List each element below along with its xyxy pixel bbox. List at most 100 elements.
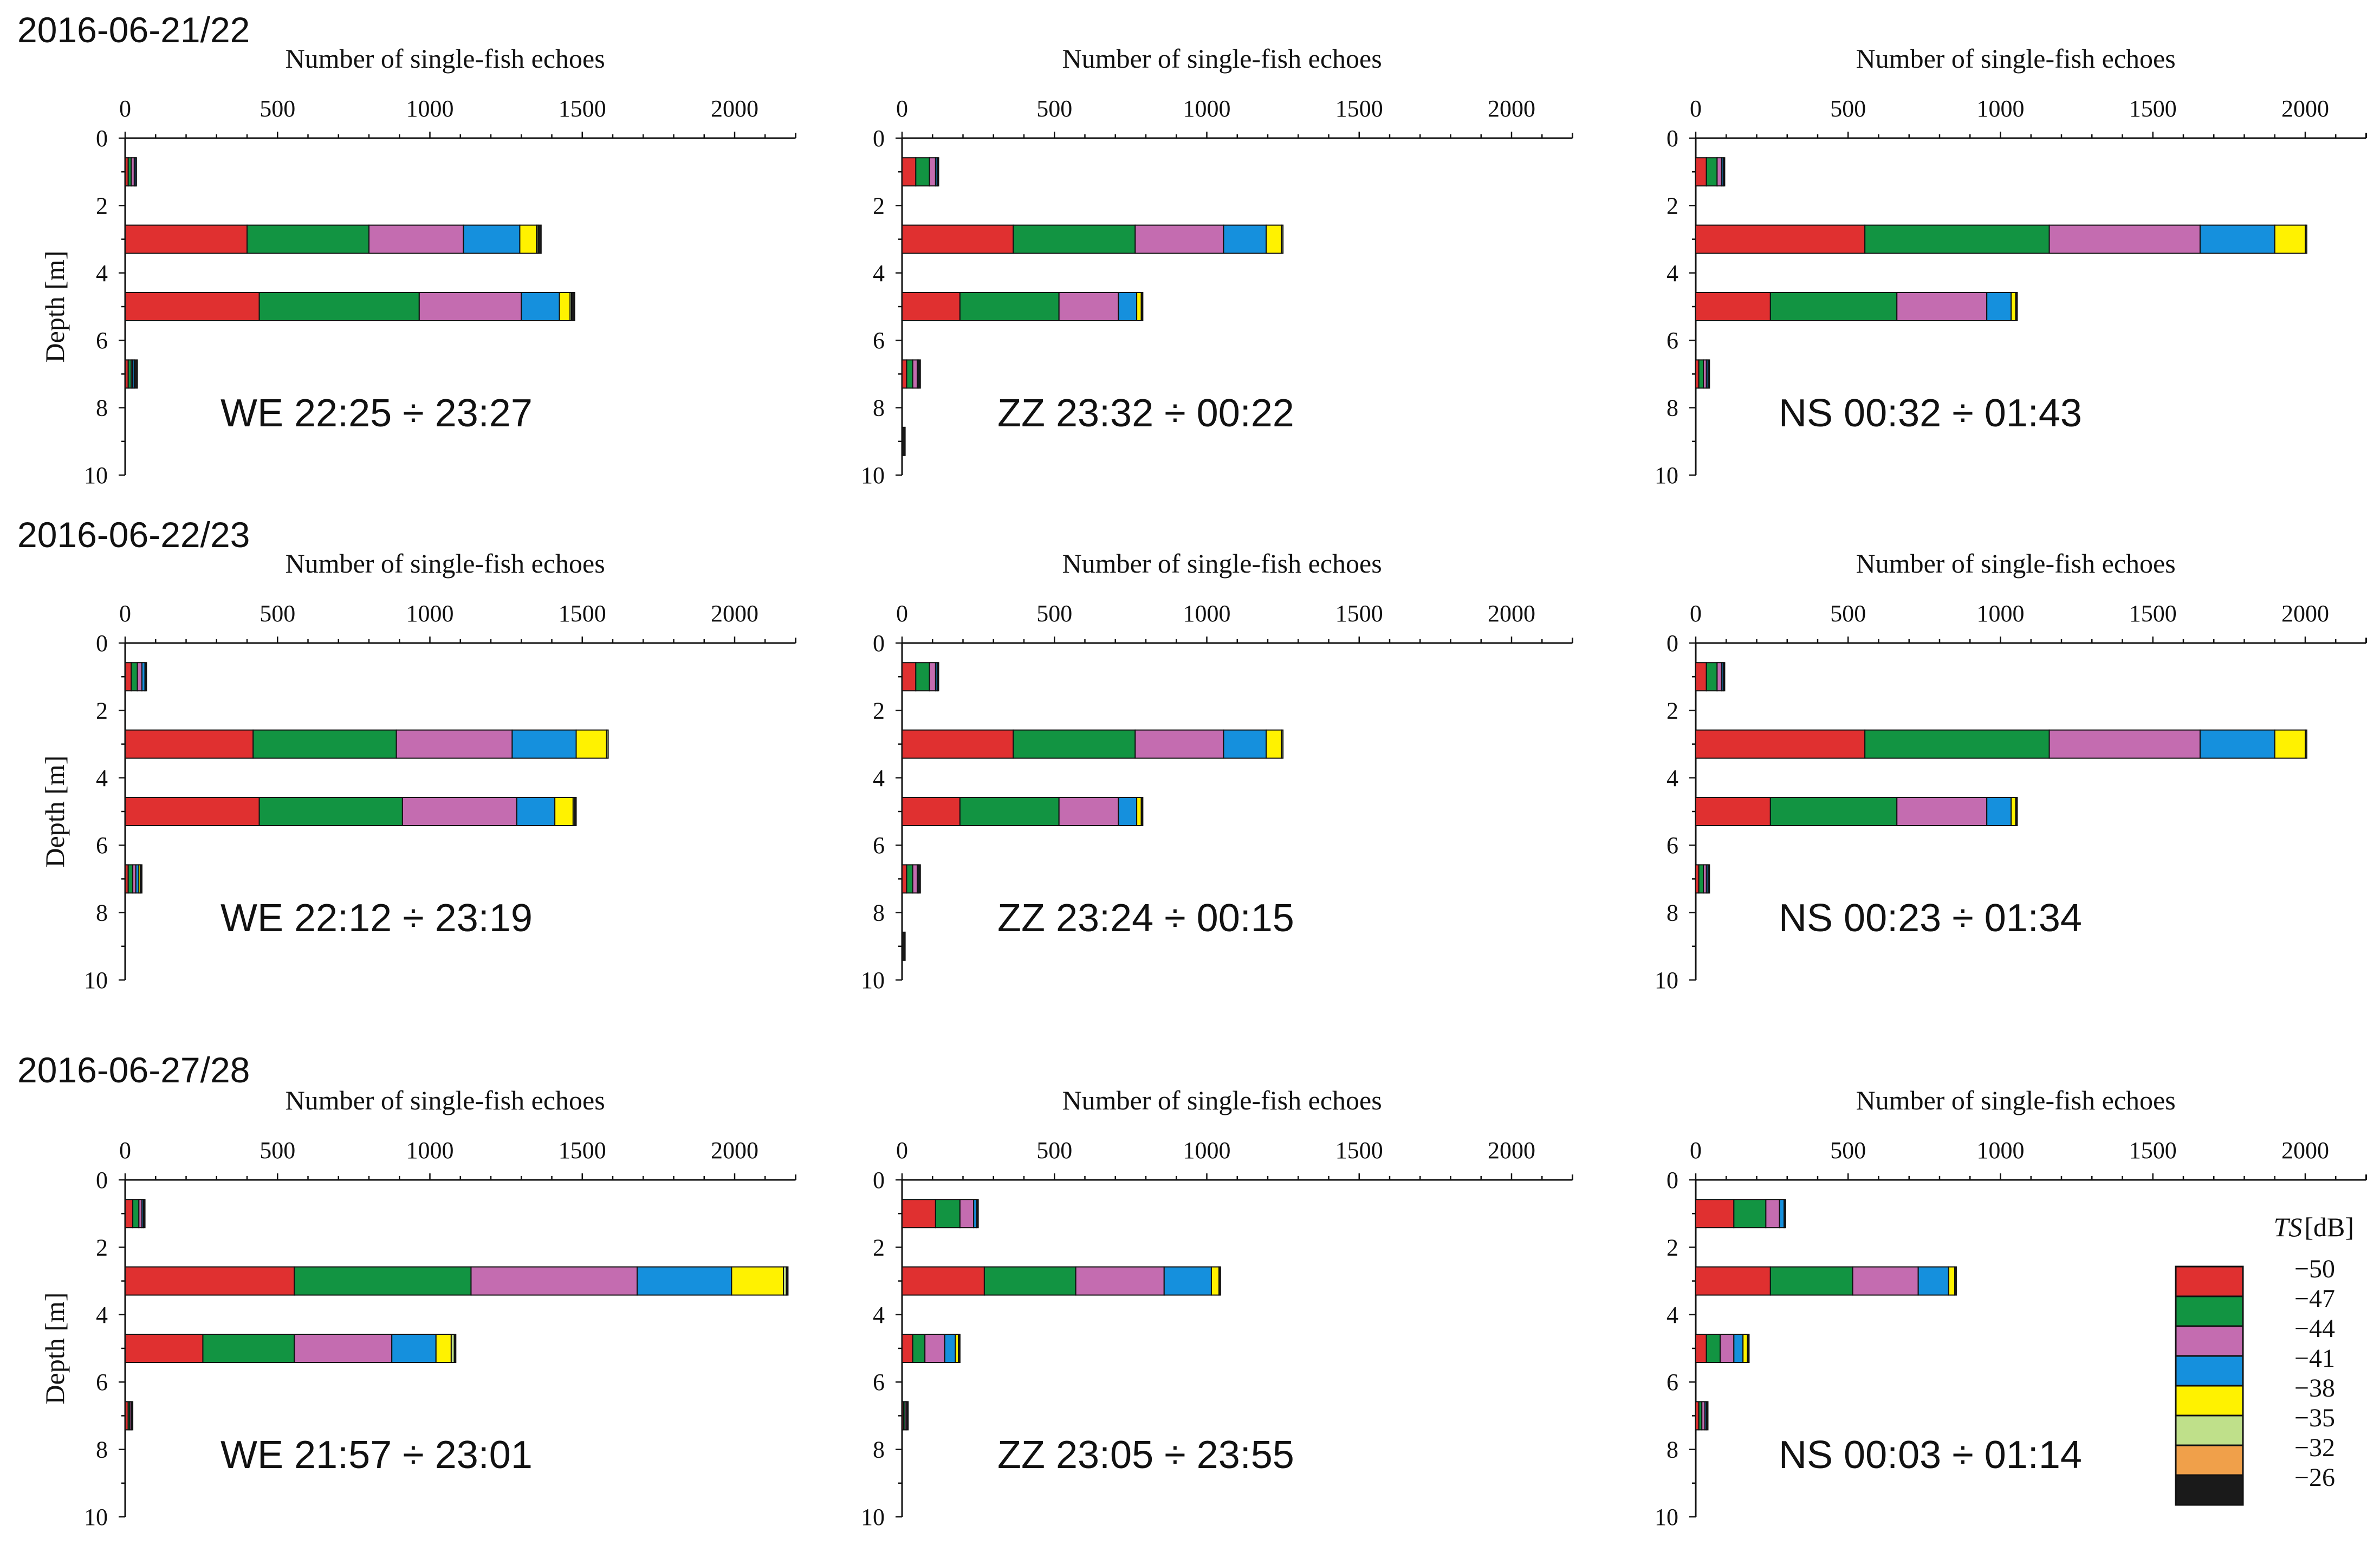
- bar-segment-depth3-ts6: [1281, 729, 1284, 759]
- bar-segment-depth3-ts4: [1223, 729, 1267, 759]
- y-tick-label: 8: [1666, 900, 1678, 926]
- legend-title-variable: TS: [2274, 1212, 2303, 1242]
- bar-segment-depth3-ts5: [731, 1266, 784, 1296]
- bar-segment-depth5-ts4: [391, 1334, 437, 1363]
- bar-segment-depth5-ts4: [1733, 1334, 1744, 1363]
- panel-time-label: ZZ 23:05 ÷ 23:55: [997, 1433, 1294, 1477]
- bar-segment-depth5-ts5: [2011, 797, 2016, 826]
- bar-segment-depth5-ts2: [258, 797, 403, 826]
- x-tick-label: 2000: [711, 95, 758, 122]
- y-tick-label: 4: [96, 260, 108, 287]
- bar-segment-depth5-ts4: [944, 1334, 956, 1363]
- x-tick-label: 0: [119, 600, 131, 627]
- x-tick-label: 1000: [1977, 1137, 2025, 1164]
- panel-r1-c3: Number of single-fish echoes 0 500 1000 1500…: [1655, 43, 2367, 489]
- bar-segment-depth7-ts2: [906, 864, 913, 894]
- row-title: 2016-06-22/23: [17, 515, 250, 555]
- y-tick-label: 8: [873, 900, 885, 926]
- panel-time-label: ZZ 23:32 ÷ 00:22: [997, 392, 1294, 435]
- y-tick-label: 8: [96, 395, 108, 421]
- y-tick-label: 0: [873, 1167, 885, 1193]
- bar-segment-depth3-ts1: [1695, 1266, 1771, 1296]
- bar-segment-depth5-ts3: [401, 797, 517, 826]
- bar-segment-depth1-ts3: [1716, 157, 1722, 187]
- y-tick-label: 0: [1666, 125, 1678, 152]
- bar-segment-depth1-ts3: [1765, 1199, 1780, 1229]
- x-axis-title: Number of single-fish echoes: [1062, 548, 1382, 579]
- y-tick-label: 8: [1666, 395, 1678, 421]
- x-tick-label: 1000: [1183, 600, 1231, 627]
- bar-segment-depth7-ts1: [902, 359, 907, 389]
- bar-segment-depth3-ts2: [1769, 1266, 1853, 1296]
- bar-segment-depth5-ts3: [294, 1334, 393, 1363]
- legend-label: −41: [2294, 1344, 2335, 1373]
- bar-segment-depth1-ts2: [1705, 662, 1718, 692]
- y-tick-label: 8: [96, 1437, 108, 1463]
- bar-segment-depth1-ts2: [131, 662, 138, 692]
- panel-time-label: NS 00:23 ÷ 01:34: [1779, 897, 2082, 940]
- bar-segment-depth7-ts8: [918, 864, 921, 894]
- legend: TS[dB] −50−47−44−41−38−35−32−26: [2175, 1212, 2354, 1506]
- panel-time-label: WE 22:12 ÷ 23:19: [221, 897, 533, 940]
- x-tick-label: 2000: [1488, 95, 1535, 122]
- y-tick-label: 4: [1666, 765, 1678, 791]
- x-tick-label: 1500: [2129, 95, 2177, 122]
- bar-segment-depth3-ts3: [1134, 224, 1224, 254]
- y-tick-label: 10: [1655, 967, 1678, 994]
- bar-segment-depth1-ts8: [976, 1199, 979, 1229]
- bar-segment-depth7-ts8: [906, 1401, 909, 1431]
- x-tick-label: 1500: [2129, 1137, 2177, 1164]
- y-tick-label: 0: [96, 630, 108, 657]
- bar-segment-depth5-ts1: [902, 797, 961, 826]
- y-tick-label: 2: [873, 192, 885, 219]
- bar-segment-depth1-ts3: [959, 1199, 975, 1229]
- bar-segment-depth5-ts5: [2011, 292, 2016, 321]
- y-tick-label: 2: [873, 1234, 885, 1261]
- legend-swatch: [2175, 1295, 2244, 1327]
- legend-swatch: [2175, 1474, 2244, 1506]
- x-tick-label: 500: [260, 95, 295, 122]
- x-tick-label: 1500: [1335, 600, 1383, 627]
- y-tick-label: 8: [873, 395, 885, 421]
- bar-segment-depth7-ts8: [1705, 1401, 1709, 1431]
- legend-label: −44: [2294, 1314, 2335, 1343]
- bar-segment-depth3-ts5: [2274, 729, 2306, 759]
- bar-segment-depth3-ts6: [1281, 224, 1284, 254]
- y-tick-label: 0: [1666, 630, 1678, 657]
- bar-segment-depth1-ts1: [125, 662, 132, 692]
- bar-segment-depth3-ts6: [606, 729, 609, 759]
- x-tick-label: 1000: [1183, 95, 1231, 122]
- bar-segment-depth7-ts2: [906, 359, 913, 389]
- legend-label: −38: [2294, 1374, 2335, 1403]
- bar-segment-depth3-ts5: [1210, 1266, 1220, 1296]
- x-tick-label: 1000: [1183, 1137, 1231, 1164]
- y-tick-label: 10: [861, 967, 885, 994]
- bar-segment-depth1-ts3: [137, 662, 142, 692]
- x-axis-title: Number of single-fish echoes: [1856, 548, 2176, 579]
- bar-segment-depth1-ts3: [929, 157, 936, 187]
- bar-segment-depth5-ts3: [1058, 292, 1119, 321]
- panel-r2-c3: Number of single-fish echoes 0 500 1000 1500…: [1655, 548, 2367, 994]
- y-axis-title: Depth [m]: [40, 756, 70, 868]
- bar-segment-depth3-ts2: [1013, 729, 1136, 759]
- bar-segment-depth3-ts8: [1218, 1266, 1221, 1296]
- bar-segment-depth3-ts3: [1134, 729, 1224, 759]
- y-tick-label: 10: [84, 462, 108, 489]
- bar-segment-depth3-ts8: [1954, 1266, 1957, 1296]
- bar-segment-depth5-ts4: [1118, 797, 1138, 826]
- bar-segment-depth5-ts5: [435, 1334, 452, 1363]
- bar-segment-depth3-ts4: [1917, 1266, 1949, 1296]
- bar-segment-depth3-ts3: [2048, 224, 2201, 254]
- bar-segment-depth3-ts1: [1695, 729, 1866, 759]
- bar-segment-depth5-ts8: [2015, 292, 2018, 321]
- bar-segment-depth1-ts2: [915, 662, 930, 692]
- x-tick-label: 2000: [1488, 1137, 1535, 1164]
- x-tick-label: 1500: [1335, 1137, 1383, 1164]
- x-axis-title: Number of single-fish echoes: [1856, 1085, 2176, 1115]
- bar-segment-depth3-ts1: [902, 224, 1014, 254]
- y-tick-label: 2: [96, 1234, 108, 1261]
- panel-time-label: WE 22:25 ÷ 23:27: [221, 392, 533, 435]
- bar-segment-depth3-ts2: [247, 224, 369, 254]
- row-title: 2016-06-21/22: [17, 10, 250, 50]
- y-tick-label: 4: [1666, 1302, 1678, 1328]
